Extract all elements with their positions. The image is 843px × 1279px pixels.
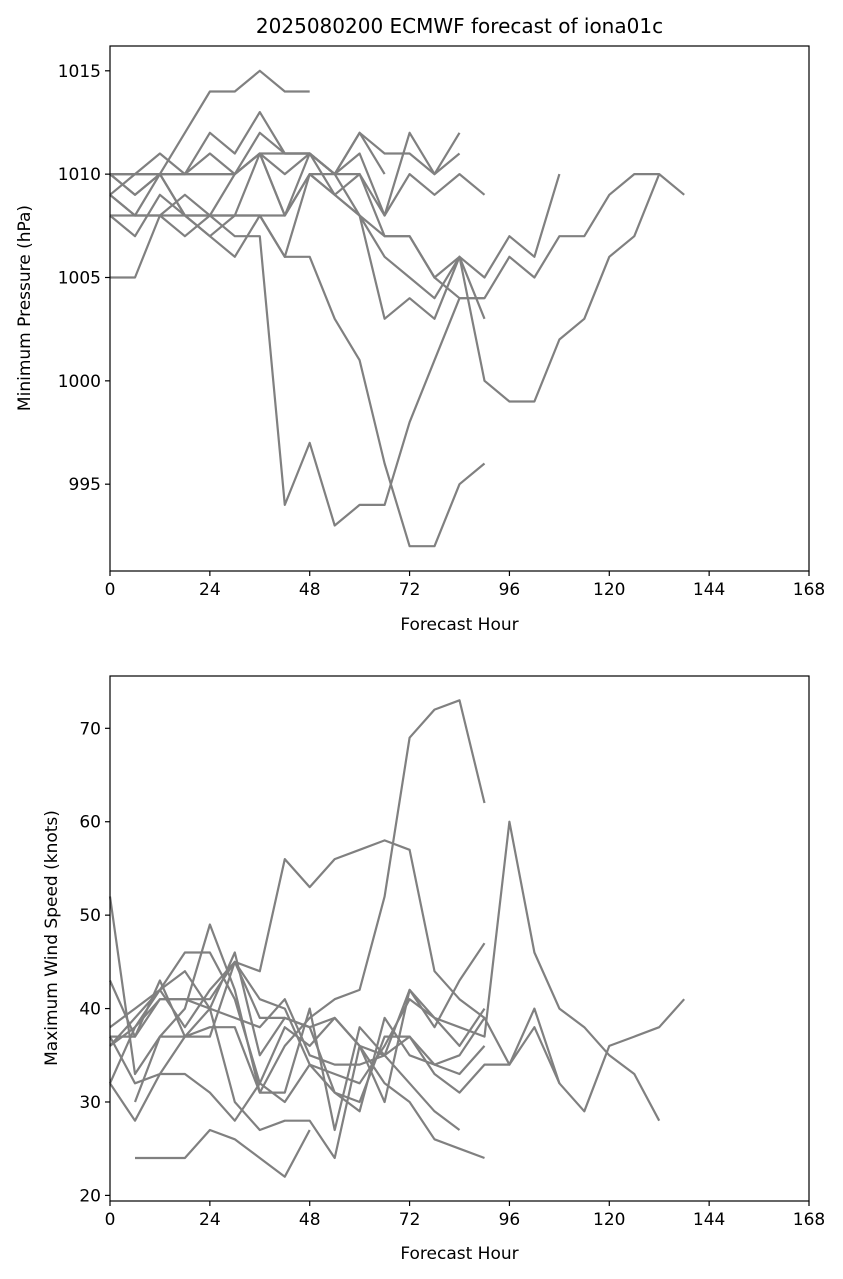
- y-tick-label: 40: [79, 1000, 101, 1020]
- plot-frame: [109, 675, 810, 1202]
- x-tick-label: 48: [299, 1210, 321, 1230]
- series-line-9: [109, 1007, 561, 1122]
- x-tick-label: 0: [105, 1210, 116, 1230]
- chart-title: 2025080200 ECMWF forecast of iona01c: [256, 14, 663, 38]
- series-line-1: [110, 69, 310, 176]
- series-line-5: [109, 951, 486, 1113]
- x-tick-label: 96: [499, 580, 521, 600]
- x-tick-label: 72: [399, 580, 421, 600]
- x-tick-label: 48: [299, 580, 321, 600]
- y-tick-label: 1000: [58, 372, 101, 392]
- series-line-6: [109, 960, 486, 1085]
- x-tick-label: 24: [199, 580, 221, 600]
- y-tick-label: 995: [69, 475, 101, 495]
- series-line-2: [108, 699, 486, 1094]
- x-tick-label: 0: [105, 580, 116, 600]
- y-tick-label: 70: [79, 719, 101, 739]
- series-group: [108, 699, 686, 1178]
- x-tick-label: 120: [593, 1210, 625, 1230]
- y-tick-label: 1015: [58, 62, 101, 82]
- y-tick-label: 50: [79, 906, 101, 926]
- pressure-panel: 2025080200 ECMWF forecast of iona01c For…: [15, 14, 825, 635]
- y-axis-label: Maximum Wind Speed (knots): [42, 810, 62, 1066]
- series-group: [109, 69, 685, 548]
- y-axis-label: Minimum Pressure (hPa): [15, 205, 35, 411]
- series-line-10: [109, 173, 486, 320]
- x-tick-label: 24: [199, 1210, 221, 1230]
- x-tick-label: 96: [499, 1210, 521, 1230]
- series-line-5: [109, 152, 486, 217]
- y-tick-label: 60: [79, 813, 101, 833]
- x-tick-label: 144: [693, 580, 725, 600]
- series-line-11: [135, 1128, 311, 1178]
- x-axis-label: Forecast Hour: [400, 1244, 518, 1264]
- series-line-7: [109, 173, 485, 300]
- x-tick-label: 168: [793, 580, 825, 600]
- x-tick-label: 72: [399, 1210, 421, 1230]
- plot-frame: [109, 45, 810, 572]
- series-line-11: [110, 152, 661, 403]
- series-line-8: [108, 998, 686, 1113]
- series-line-10: [109, 1007, 485, 1160]
- y-tick-label: 20: [79, 1186, 101, 1206]
- x-tick-label: 144: [693, 1210, 725, 1230]
- y-tick-label: 30: [79, 1093, 101, 1113]
- series-line-6: [109, 152, 561, 320]
- series-line-9: [110, 173, 685, 527]
- series-line-1: [108, 839, 486, 1076]
- x-tick-label: 168: [793, 1210, 825, 1230]
- y-tick-label: 1005: [58, 268, 101, 288]
- x-tick-label: 120: [593, 580, 625, 600]
- x-axis-label: Forecast Hour: [400, 615, 518, 635]
- wind-panel: Forecast Hour Maximum Wind Speed (knots)…: [42, 675, 825, 1264]
- series-line-8: [109, 193, 486, 548]
- series-line-7: [133, 923, 461, 1132]
- series-line-4: [110, 820, 661, 1122]
- y-tick-label: 1010: [58, 165, 101, 185]
